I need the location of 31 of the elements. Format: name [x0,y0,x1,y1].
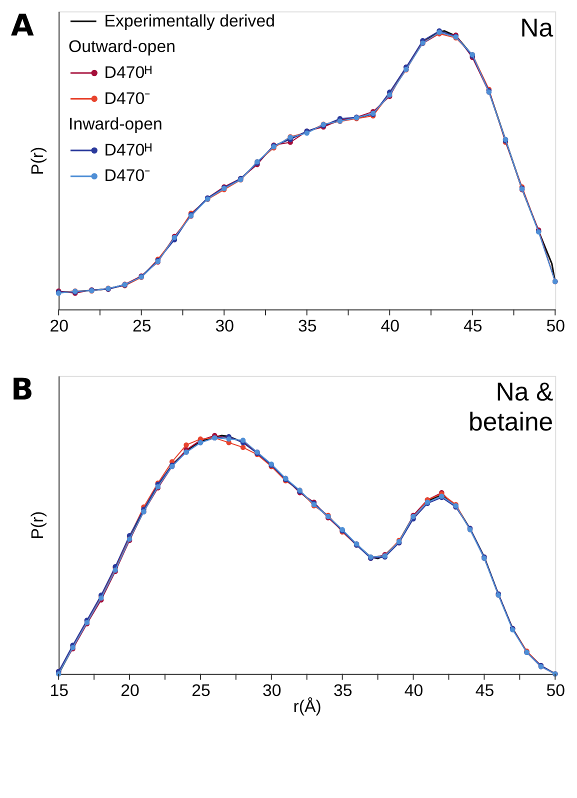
point [184,442,189,448]
annotation: Outward-open [68,37,176,56]
chart-title: Na [520,14,554,42]
legend-label: D470⁻ [104,166,151,186]
annotation: Inward-open [68,114,162,134]
legend-label: D470ᴴ [104,62,152,82]
x-tick-label: 15 [50,681,68,700]
x-tick-label: 20 [120,681,140,700]
text: A [10,8,34,44]
y-axis-title: P(r) [28,146,48,175]
legend-label: D470⁻ [104,88,151,108]
x-tick-label: 50 [546,681,566,700]
legend-label: Experimentally derived [104,11,275,30]
x-tick-label: 40 [380,316,400,336]
x-tick-label: 45 [475,681,494,700]
x-tick-label: 50 [546,316,566,336]
x-axis-title: r(Å) [293,697,322,716]
point [240,444,246,450]
x-tick-label: 45 [464,316,482,336]
x-tick-label: 35 [333,681,352,700]
x-tick-label: 40 [404,681,424,700]
x-tick-label: 25 [192,681,210,700]
y-axis-title: P(r) [28,511,48,540]
chart-title: Na & betaine [468,378,554,437]
x-tick-label: 35 [298,316,317,336]
x-tick-label: 30 [215,316,234,336]
x-tick-label: 20 [50,316,68,336]
x-tick-label: 25 [132,316,152,336]
text: B [10,372,34,408]
x-tick-label: 30 [262,681,282,700]
legend-label: D470ᴴ [104,140,152,160]
